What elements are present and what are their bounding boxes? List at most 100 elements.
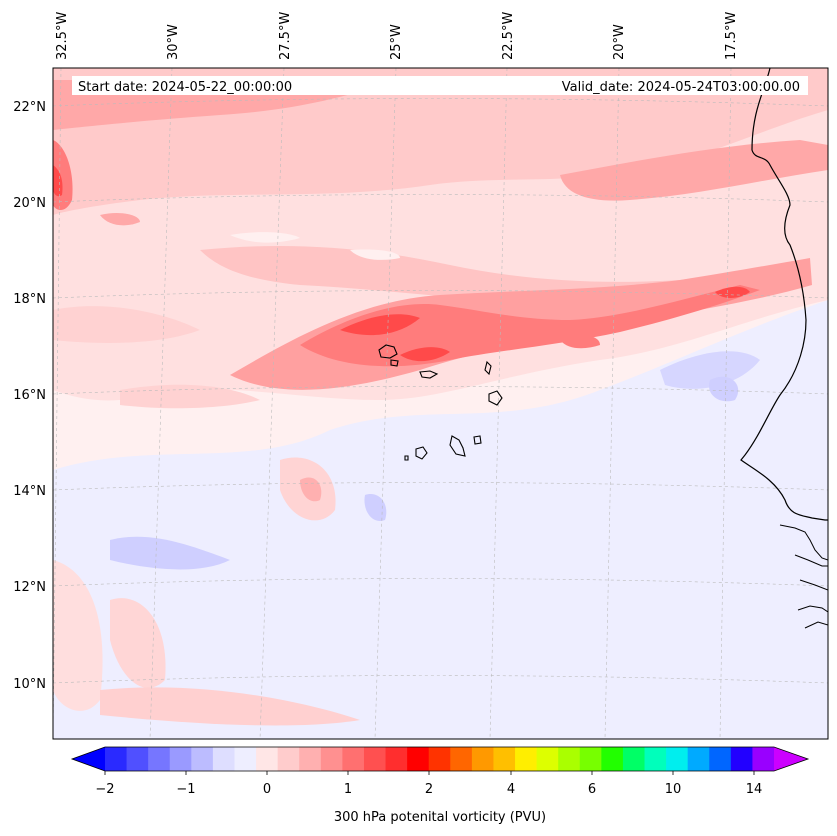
colorbar-tick: 10 [665, 782, 682, 797]
graticule-line [604, 68, 620, 739]
colorbar-swatch [320, 747, 343, 771]
colorbar-tick: 4 [507, 782, 515, 797]
colorbar-label: 300 hPa potenital vorticity (PVU) [334, 810, 546, 825]
colorbar-swatch [277, 747, 300, 771]
colorbar-tick: 0 [263, 782, 271, 797]
pv-streamer [340, 314, 420, 336]
lat-label: 20°N [13, 196, 46, 211]
colorbar-swatch [126, 747, 149, 771]
colorbar-swatch [558, 747, 581, 771]
island-santiago [449, 435, 466, 457]
island-fogo [415, 446, 428, 460]
graticule-line [374, 68, 397, 739]
colorbar-swatch [212, 747, 235, 771]
colorbar-swatch [191, 747, 214, 771]
island-sao-nicolau [419, 370, 439, 379]
graticule-line [53, 194, 828, 203]
pv-streak [350, 249, 400, 260]
start-date: Start date: 2024-05-22_00:00:00 [78, 80, 292, 95]
valid-date: Valid_date: 2024-05-24T03:00:00.00 [562, 80, 800, 95]
negative-pv-patch [110, 536, 230, 570]
colorbar-swatch [148, 747, 171, 771]
pv-streamer [560, 335, 600, 349]
graticule-line [53, 386, 828, 395]
graticule-line [53, 98, 828, 107]
pv-streak [230, 232, 300, 243]
island-maio [473, 435, 482, 445]
lat-label: 18°N [13, 292, 46, 307]
island-sao-vicente [390, 359, 399, 367]
island-boa-vista [488, 390, 503, 406]
pv-maximum-west [53, 165, 63, 197]
graticule-line [259, 68, 285, 739]
colorbar-swatch [471, 747, 494, 771]
graticule-line [53, 578, 828, 587]
lon-label: 25°W [389, 24, 404, 60]
colorbar-tick: 6 [588, 782, 596, 797]
colorbar-tick: 1 [344, 782, 352, 797]
graticule-line [53, 68, 62, 739]
colorbar-swatch [601, 747, 624, 771]
colorbar-tick: −2 [95, 782, 114, 797]
positive-pv-band [560, 140, 828, 201]
colorbar-swatch [234, 747, 257, 771]
pv-streamer [300, 285, 760, 367]
lat-label: 22°N [13, 100, 46, 115]
lon-label: 22.5°W [501, 12, 516, 60]
lon-label: 20°W [612, 24, 627, 60]
cape-verde-islands [378, 344, 503, 461]
colorbar-tick: 14 [746, 782, 763, 797]
graticule-line [149, 68, 173, 739]
colorbar-swatch [407, 747, 430, 771]
colorbar-extend-min [72, 747, 105, 771]
header-box [72, 76, 808, 95]
colorbar-swatch [536, 747, 559, 771]
colorbar-extend-max [774, 747, 808, 771]
colorbar-swatch [299, 747, 322, 771]
colorbar-swatch [385, 747, 408, 771]
colorbar-swatch [730, 747, 753, 771]
colorbar-swatch [493, 747, 516, 771]
lat-label: 10°N [13, 677, 46, 692]
graticule-line [53, 290, 828, 299]
island-brava [404, 455, 409, 461]
lat-label: 12°N [13, 580, 46, 595]
negative-pv-patch [709, 376, 739, 402]
graticule-line [53, 482, 828, 491]
negative-pv-region [53, 300, 828, 739]
lon-label: 17.5°W [724, 12, 739, 60]
positive-pv-filament [100, 687, 360, 726]
colorbar-swatch [709, 747, 732, 771]
island-santo-antao [378, 344, 398, 359]
pv-streak [100, 212, 140, 226]
graticule-line [489, 68, 508, 739]
colorbar-swatch [428, 747, 451, 771]
pv-streamer [400, 347, 450, 362]
pv-field [53, 68, 828, 739]
graticule-line [719, 68, 732, 739]
graticule [53, 68, 828, 739]
colorbar-tick: 2 [425, 782, 433, 797]
colorbar-swatch [450, 747, 473, 771]
lon-label: 32.5°W [55, 12, 70, 60]
colorbar-tick: −1 [176, 782, 195, 797]
colorbar-swatch [579, 747, 602, 771]
senegal-gambia-coast [779, 524, 828, 629]
island-sal [484, 360, 492, 376]
graticule-line [53, 675, 828, 684]
negative-pv-patch [660, 351, 760, 389]
lat-label: 16°N [13, 388, 46, 403]
lon-label: 30°W [166, 24, 181, 60]
colorbar-swatch [622, 747, 646, 771]
colorbar-swatch [105, 747, 128, 771]
african-coastline [740, 68, 828, 521]
colorbar-swatch [363, 747, 387, 771]
colorbar-swatch [515, 747, 538, 771]
colorbar [70, 746, 810, 775]
positive-pv-filament [110, 598, 166, 688]
map-frame [52, 67, 829, 740]
positive-pv-filament [53, 560, 103, 711]
colorbar-swatch [169, 747, 192, 771]
lat-label: 14°N [13, 484, 46, 499]
